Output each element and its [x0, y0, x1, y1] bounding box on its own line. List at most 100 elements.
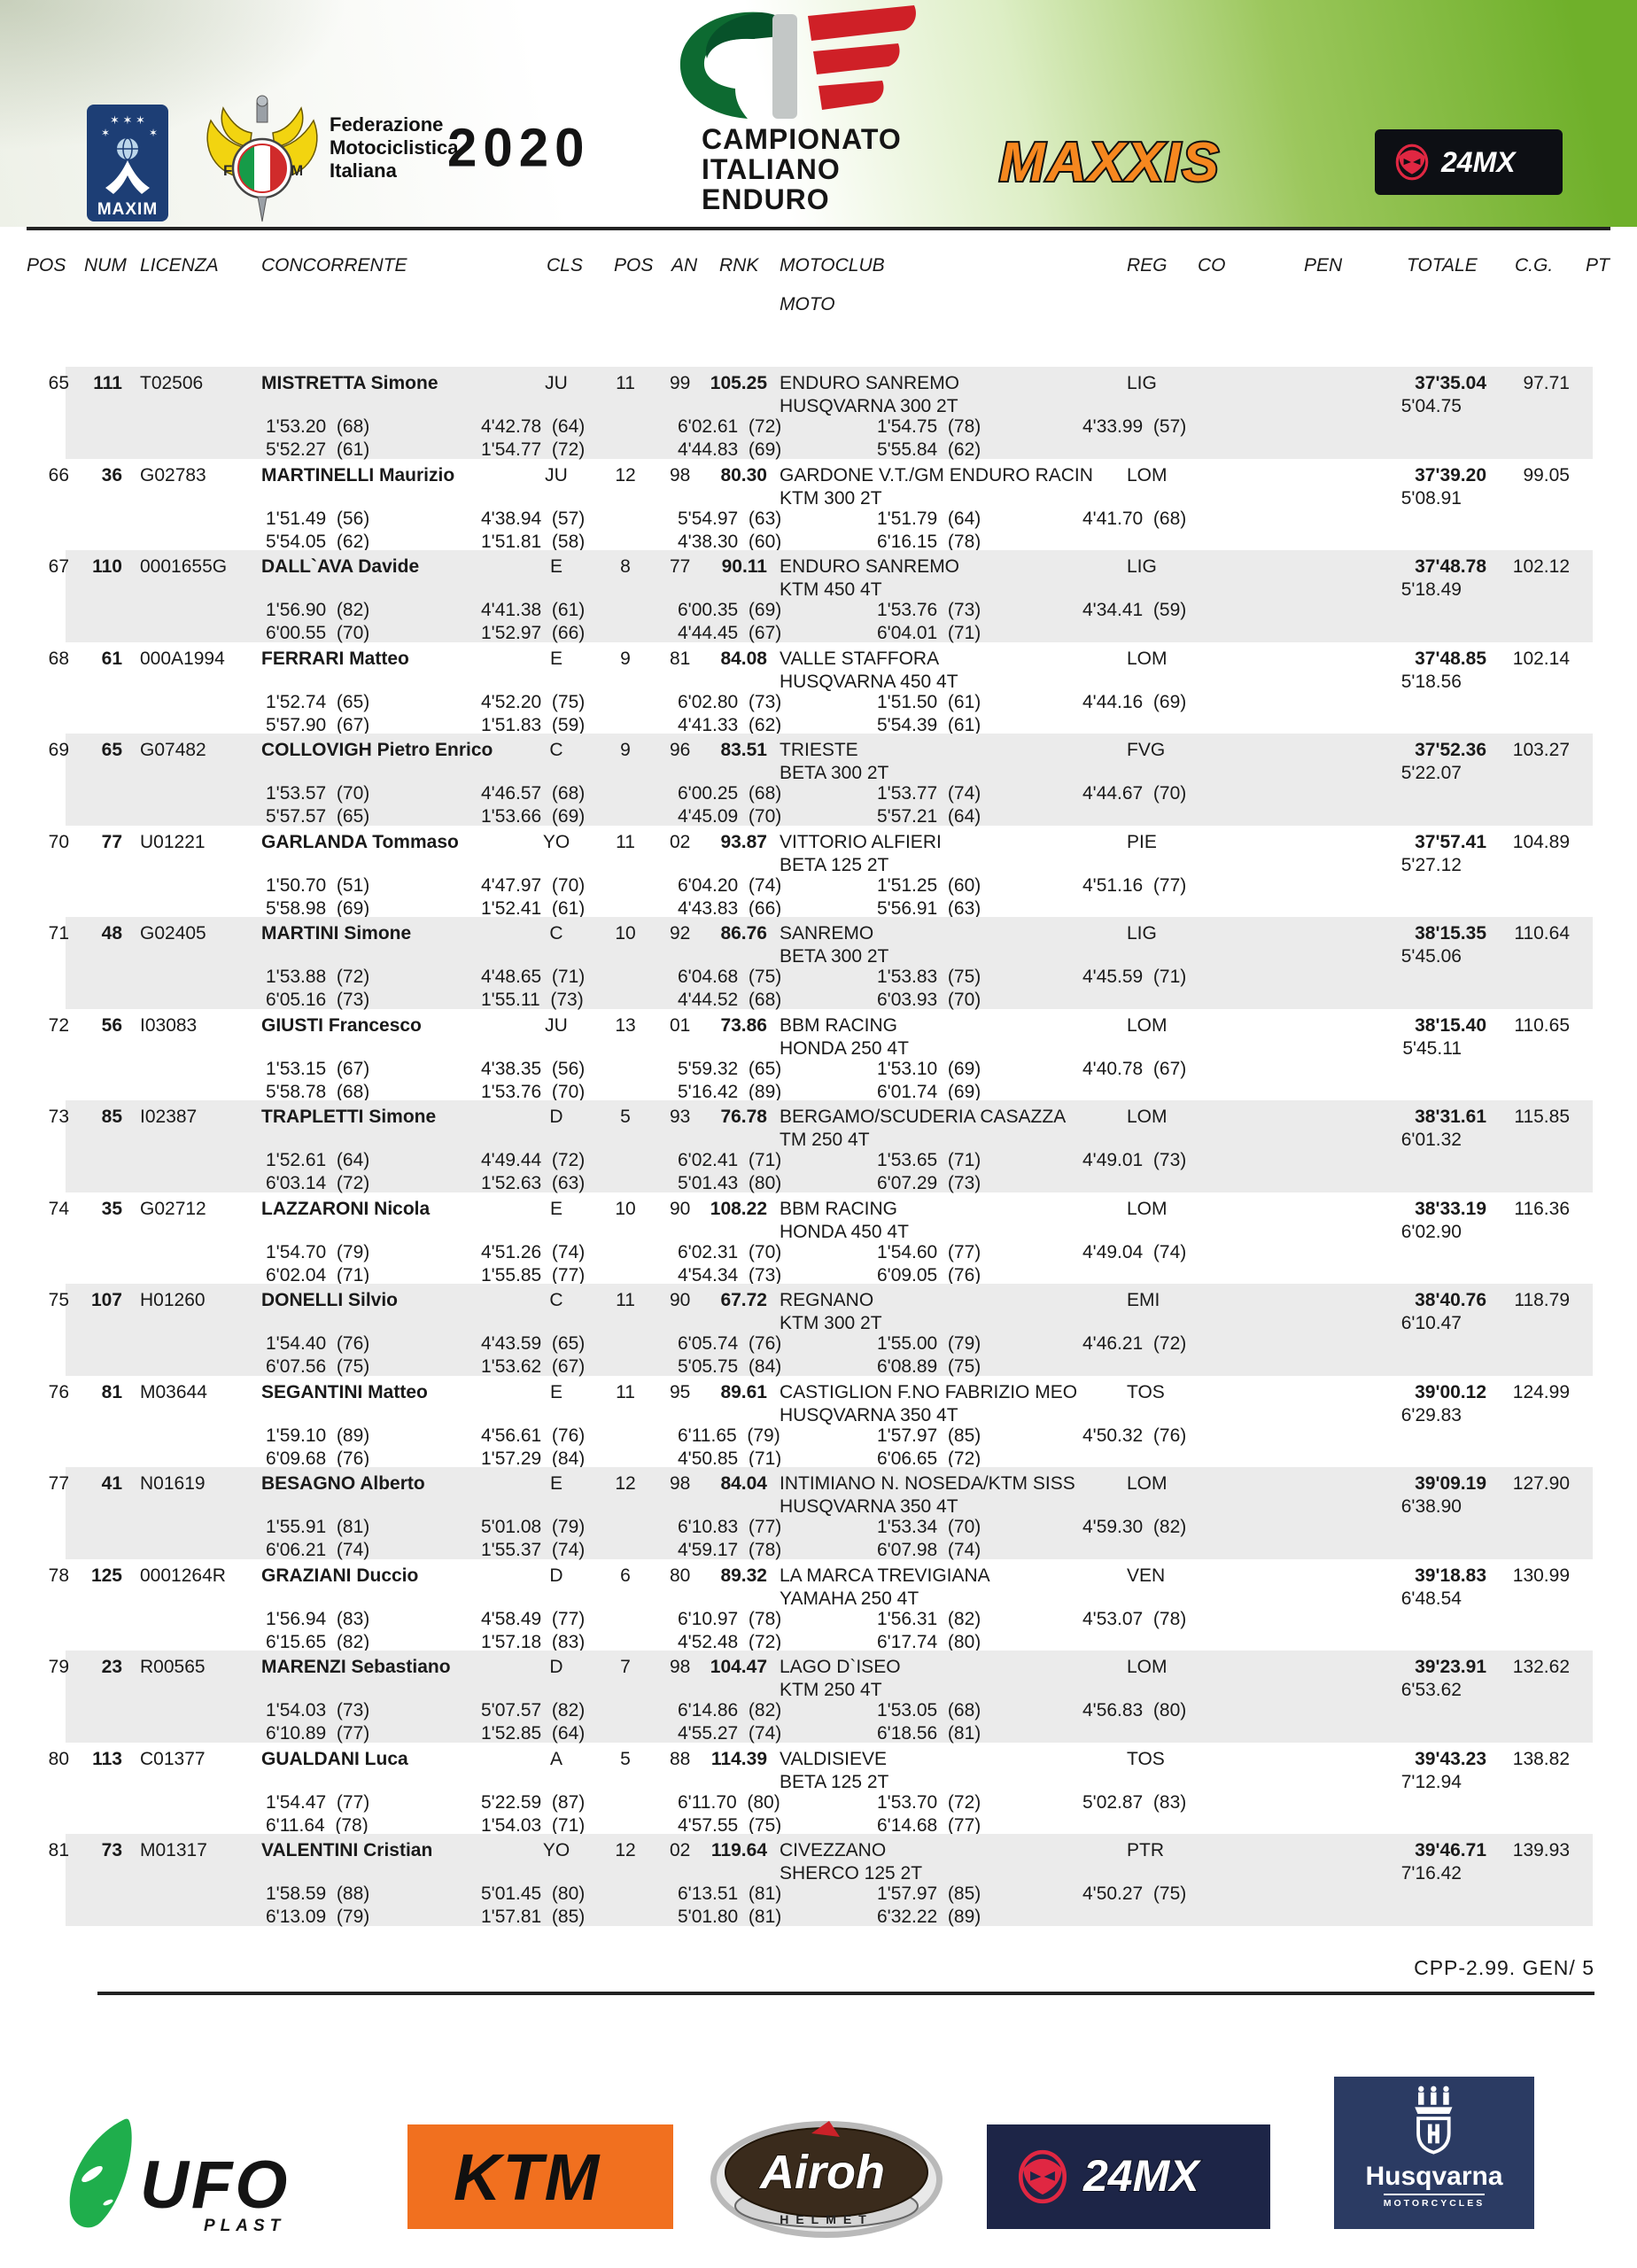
stage-time: 5'05.75 (84): [678, 1356, 782, 1377]
moto-model: BETA 300 2T: [780, 763, 889, 783]
motoclub-name: VALLE STAFFORA: [780, 648, 940, 669]
stage-times-line2: 6'07.56 (75) 1'53.62 (67) 5'05.75 (84) 6'08…: [0, 1356, 1637, 1378]
24mx-wordmark: 24MX: [1440, 146, 1517, 178]
total-time: 37'39.20: [1415, 464, 1486, 485]
stage-time: 5'57.90 (67): [266, 714, 370, 735]
moto-model: TM 250 4T: [780, 1130, 870, 1150]
stage-times-line1: 1'55.91 (81) 5'01.08 (79) 6'10.83 (77) 1'53…: [0, 1517, 1637, 1538]
rider-name: MARTINI Simone: [261, 923, 412, 944]
stage-time: 1'53.70 (72): [877, 1791, 981, 1813]
rider-class: E: [549, 556, 562, 577]
class-position: 12: [615, 464, 636, 485]
24mx-wordmark-graphic: 24MX: [1440, 146, 1517, 178]
rider-number: 23: [101, 1657, 122, 1677]
stage-time: 4'38.35 (56): [481, 1058, 586, 1079]
cg-value: 102.12: [1512, 556, 1570, 577]
gap-time: 5'08.91: [1400, 487, 1462, 509]
stage-time: 1'52.85 (64): [481, 1723, 586, 1744]
stage-time: 1'51.49 (56): [266, 508, 370, 529]
stage-time: 5'01.43 (80): [678, 1173, 782, 1193]
stage-time: 1'52.61 (64): [266, 1150, 370, 1170]
region-code: LOM: [1127, 1107, 1168, 1127]
results-table-body: 65 111 T02506 MISTRETTA Simone JU 11 99 …: [0, 367, 1637, 1927]
region-code: LIG: [1127, 556, 1157, 577]
stage-time: 1'59.10 (89): [266, 1425, 370, 1446]
rider-license: M03644: [140, 1381, 207, 1402]
moto-model: KTM 300 2T: [780, 1313, 882, 1333]
motoclub-name: CIVEZZANO: [780, 1840, 887, 1860]
rider-number: 48: [101, 923, 122, 944]
stage-time: 6'07.98 (74): [877, 1540, 981, 1560]
rider-license: I03083: [140, 1014, 198, 1036]
cg-value: 97.71: [1523, 373, 1570, 393]
cg-value: 103.27: [1512, 740, 1570, 760]
rider-position: 72: [48, 1014, 69, 1036]
stage-time: 5'57.21 (64): [877, 806, 981, 827]
stage-time: 4'40.78 (67): [1082, 1058, 1187, 1079]
stage-time: 1'51.50 (61): [877, 691, 981, 712]
stage-time: 1'53.10 (69): [877, 1058, 981, 1079]
motoclub-name: VITTORIO ALFIERI: [780, 831, 942, 852]
cie-logo-graphic: [679, 5, 916, 119]
footer-divider-line: [97, 1992, 1594, 1995]
moto-model: HUSQVARNA 450 4T: [780, 671, 958, 692]
rider-position: 67: [48, 556, 69, 577]
stage-time: 5'16.42 (89): [678, 1081, 782, 1102]
stage-time: 4'59.30 (82): [1082, 1517, 1187, 1537]
stage-time: 1'53.15 (67): [266, 1058, 370, 1079]
stage-time: 4'41.70 (68): [1082, 508, 1187, 529]
rider-name: TRAPLETTI Simone: [261, 1107, 437, 1127]
region-code: LIG: [1127, 923, 1157, 944]
rider-position: 80: [48, 1748, 69, 1769]
rider-position: 76: [48, 1381, 69, 1402]
stage-time: 4'44.67 (70): [1082, 783, 1187, 804]
rider-ranking: 114.39: [710, 1748, 767, 1769]
result-row: 78 125 0001264R GRAZIANI Duccio D 6 80 8…: [0, 1559, 1637, 1652]
stage-times-line1: 1'54.47 (77) 5'22.59 (87) 6'11.70 (80) 1'53…: [0, 1792, 1637, 1814]
region-code: TOS: [1127, 1381, 1165, 1402]
result-row: 70 77 U01221 GARLANDA Tommaso YO 11 02 9…: [0, 826, 1637, 919]
result-row: 65 111 T02506 MISTRETTA Simone JU 11 99 …: [0, 367, 1637, 460]
stage-time: 4'59.17 (78): [678, 1540, 782, 1560]
motoclub-name: TRIESTE: [780, 740, 858, 760]
rider-name: GUALDANI Luca: [261, 1748, 408, 1769]
rider-number: 110: [92, 556, 122, 577]
gap-time: 6'02.90: [1400, 1221, 1462, 1242]
rider-number: 125: [90, 1565, 122, 1586]
stage-time: 4'47.97 (70): [481, 874, 586, 896]
col-pen: PEN: [1304, 255, 1343, 276]
header-sponsor-band: ✶ ✶ ✶ ✶ ✶ MAXIM: [0, 0, 1637, 227]
rider-ranking: 84.04: [720, 1473, 767, 1494]
stage-time: 5'52.27 (61): [266, 439, 370, 460]
rider-class: E: [549, 1198, 562, 1219]
rider-birth-year: 88: [670, 1748, 691, 1769]
title-line-1: CAMPIONATO: [702, 123, 902, 155]
stage-times-line1: 1'54.03 (73) 5'07.57 (82) 6'14.86 (82) 1'53…: [0, 1700, 1637, 1721]
fmi-emblem-graphic: F M: [206, 95, 318, 222]
stage-time: 1'50.70 (51): [266, 874, 370, 896]
class-position: 10: [615, 1198, 636, 1219]
maxim-stars: ✶ ✶ ✶: [110, 113, 145, 127]
stage-time: 6'10.83 (77): [678, 1517, 782, 1537]
class-position: 13: [615, 1014, 636, 1036]
ktm-wordmark: KTM: [454, 2140, 601, 2214]
moto-model: BETA 300 2T: [780, 946, 889, 967]
ktm-logo: KTM: [407, 2124, 673, 2229]
rider-name: GARLANDA Tommaso: [261, 831, 459, 852]
col-cg: C.G.: [1515, 255, 1554, 276]
24mx-devil-icon: [1018, 2149, 1067, 2204]
motoclub-name: CASTIGLION F.NO FABRIZIO MEO: [780, 1381, 1078, 1402]
rider-birth-year: 98: [670, 464, 691, 485]
col-totale: TOTALE: [1407, 255, 1478, 276]
rider-license: G07482: [140, 740, 206, 760]
rider-position: 71: [48, 923, 69, 944]
total-time: 37'57.41: [1415, 831, 1486, 852]
class-position: 11: [616, 831, 635, 852]
rider-number: 36: [101, 464, 122, 485]
title-line-2: ITALIANO: [702, 153, 841, 185]
husqvarna-logo: Husqvarna MOTORCYCLES: [1334, 2077, 1534, 2229]
total-time: 39'43.23: [1415, 1748, 1486, 1769]
stage-time: 4'49.44 (72): [481, 1150, 586, 1170]
class-position: 9: [620, 648, 631, 669]
motoclub-name: ENDURO SANREMO: [780, 556, 960, 577]
